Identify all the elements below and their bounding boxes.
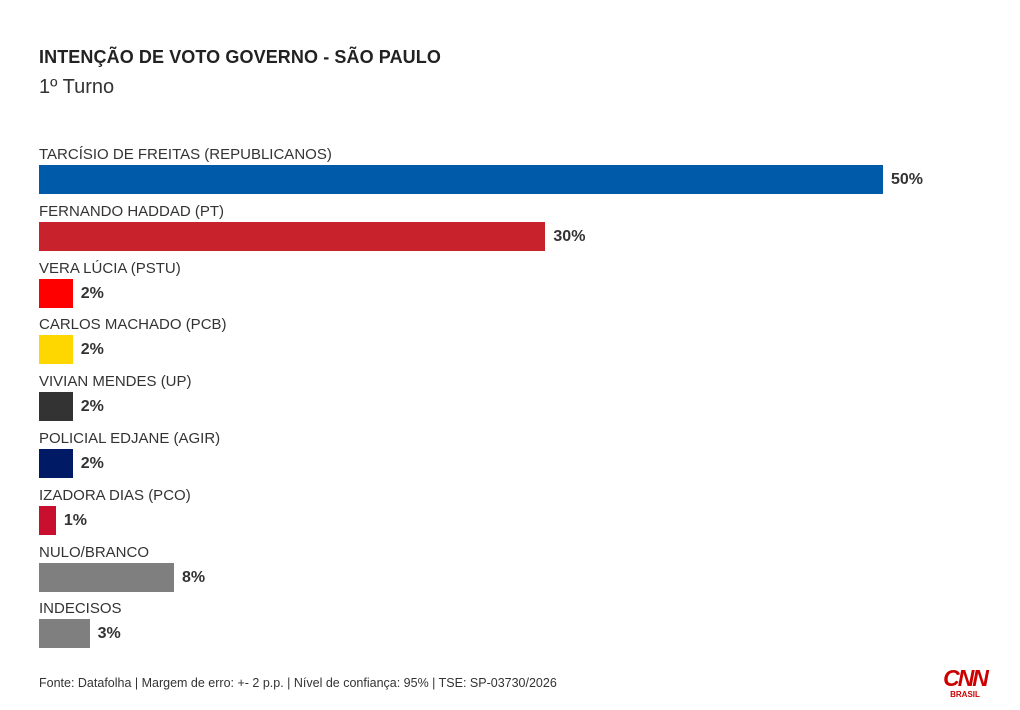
value-label: 2% <box>80 455 104 472</box>
bar <box>39 505 56 535</box>
svg-text:BRASIL: BRASIL <box>950 690 980 699</box>
svg-text:CNN: CNN <box>943 665 989 691</box>
category-label: VIVIAN MENDES (UP) <box>39 373 192 391</box>
bar-chart: TARCÍSIO DE FREITAS (REPUBLICANOS) 50% FER… <box>39 146 924 649</box>
value-label: 50% <box>891 171 924 188</box>
value-label: 30% <box>553 227 586 245</box>
category-label: INDECISOS <box>39 600 122 618</box>
value-label: 1% <box>63 511 87 529</box>
cnn-brasil-logo: CNN BRASIL <box>943 665 990 699</box>
chart-subtitle: 1º Turno <box>39 76 115 98</box>
category-label: NULO/BRANCO <box>39 543 150 561</box>
chart-title: INTENÇÃO DE VOTO GOVERNO - SÃO PAULO <box>39 47 441 67</box>
bar <box>39 165 883 194</box>
bar <box>39 278 73 308</box>
bar <box>39 392 73 422</box>
value-label: 8% <box>182 568 206 586</box>
value-label: 3% <box>97 625 121 643</box>
category-label: POLICIAL EDJANE (AGIR) <box>39 430 221 447</box>
value-label: 2% <box>80 398 104 416</box>
bar <box>39 335 73 365</box>
source-footer: Fonte: Datafolha | Margem de erro: +- 2 … <box>39 676 557 690</box>
category-label: CARLOS MACHADO (PCB) <box>39 316 227 334</box>
bar <box>39 562 175 592</box>
category-label: VERA LÚCIA (PSTU) <box>39 259 181 277</box>
bar <box>39 221 546 251</box>
category-label: TARCÍSIO DE FREITAS (REPUBLICANOS) <box>39 146 332 163</box>
value-label: 2% <box>80 341 104 359</box>
value-label: 2% <box>80 284 104 302</box>
bar <box>39 619 90 649</box>
category-label: IZADORA DIAS (PCO) <box>39 486 191 504</box>
bar <box>39 449 73 478</box>
category-label: FERNANDO HADDAD (PT) <box>39 202 225 220</box>
